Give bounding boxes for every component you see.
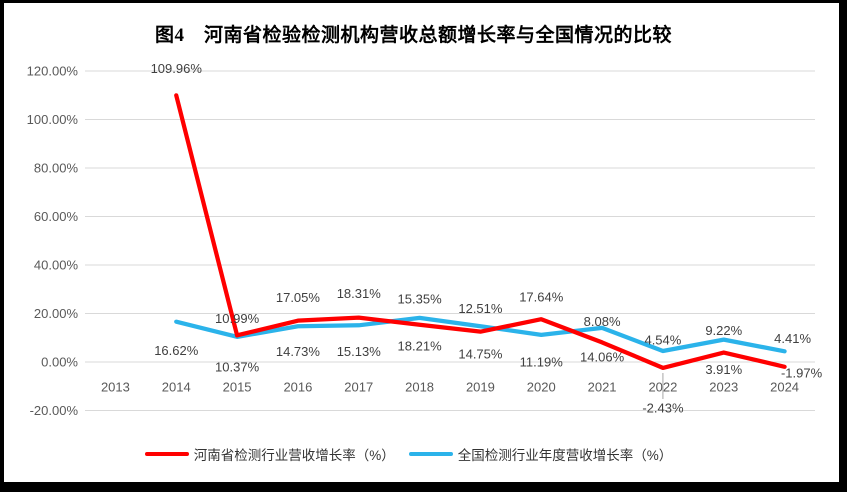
data-label-national: 9.22% [705,323,742,338]
legend-line-swatch-blue [408,452,453,456]
x-axis-tick-label: 2016 [283,380,312,395]
data-label-national: 10.37% [215,359,260,374]
series-line-henan [174,93,787,371]
data-label-national: 4.54% [644,332,681,347]
legend-item-henan[interactable]: 河南省检测行业营收增长率（%） [144,444,395,464]
legend-label-henan: 河南省检测行业营收增长率（%） [193,448,395,463]
chart-legend: 河南省检测行业营收增长率（%） 全国检测行业年度营收增长率（%） [0,444,817,464]
x-axis-tick-label: 2014 [162,380,191,395]
x-axis-tick-label: 2019 [466,380,495,395]
y-axis-tick-label: 0.00% [41,355,78,370]
data-label-henan: 10.99% [215,311,260,326]
data-label-henan: -2.43% [642,400,684,415]
data-label-national: 14.73% [276,344,321,359]
y-axis-tick-label: 100.00% [27,112,79,127]
legend-line-swatch-red [144,452,189,456]
y-axis-tick-label: 80.00% [34,161,79,176]
data-label-henan: 15.35% [398,291,443,306]
y-axis-tick-label: 20.00% [34,306,79,321]
y-axis-tick-label: 120.00% [27,64,79,79]
x-axis-tick-label: 2020 [527,380,556,395]
data-label-national: 15.13% [337,344,382,359]
data-label-henan: 17.05% [276,290,321,305]
data-label-national: 14.06% [580,349,625,364]
data-label-national: 16.62% [154,343,199,358]
x-axis-tick-label: 2023 [709,380,738,395]
data-label-national: 14.75% [458,347,503,362]
y-axis-tick-label: -20.00% [30,403,79,418]
chart-title: 图4 河南省检验检测机构营收总额增长率与全国情况的比较 [154,25,672,46]
data-label-henan: 8.08% [584,314,621,329]
data-label-national: 18.21% [398,338,443,353]
series-line-national [174,315,787,354]
data-label-henan: 109.96% [151,61,203,76]
x-axis-tick-label: 2017 [344,380,373,395]
legend-item-national[interactable]: 全国检测行业年度营收增长率（%） [408,444,673,464]
x-axis-tick-label: 2013 [101,380,130,395]
data-label-henan: 18.31% [337,286,382,301]
data-label-henan: -1.97% [781,365,823,380]
x-axis-tick-label: 2024 [770,380,799,395]
data-label-henan: 3.91% [705,362,742,377]
data-label-national: 11.19% [520,354,564,369]
x-axis-tick-label: 2018 [405,380,434,395]
x-axis-tick-label: 2015 [223,380,252,395]
y-axis-tick-label: 60.00% [34,209,79,224]
data-label-henan: 12.51% [458,301,503,316]
legend-label-national: 全国检测行业年度营收增长率（%） [457,448,673,463]
x-axis-tick-label: 2021 [588,380,617,395]
data-label-national: 4.41% [774,331,811,346]
data-label-henan: 17.64% [519,290,564,305]
y-axis-tick-label: 40.00% [34,258,79,273]
